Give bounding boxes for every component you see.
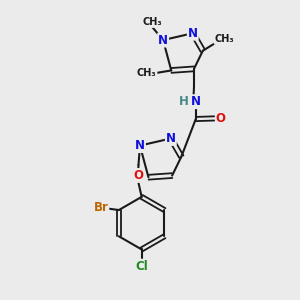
Text: Cl: Cl xyxy=(135,260,148,273)
Text: CH₃: CH₃ xyxy=(137,68,157,78)
Text: CH₃: CH₃ xyxy=(143,17,163,27)
Text: Br: Br xyxy=(94,201,108,214)
Text: O: O xyxy=(216,112,226,125)
Text: N: N xyxy=(166,132,176,145)
Text: H: H xyxy=(179,95,189,108)
Text: N: N xyxy=(158,34,168,46)
Text: N: N xyxy=(188,27,198,40)
Text: N: N xyxy=(191,95,201,108)
Text: CH₃: CH₃ xyxy=(214,34,234,44)
Text: N: N xyxy=(135,139,145,152)
Text: O: O xyxy=(133,169,143,182)
